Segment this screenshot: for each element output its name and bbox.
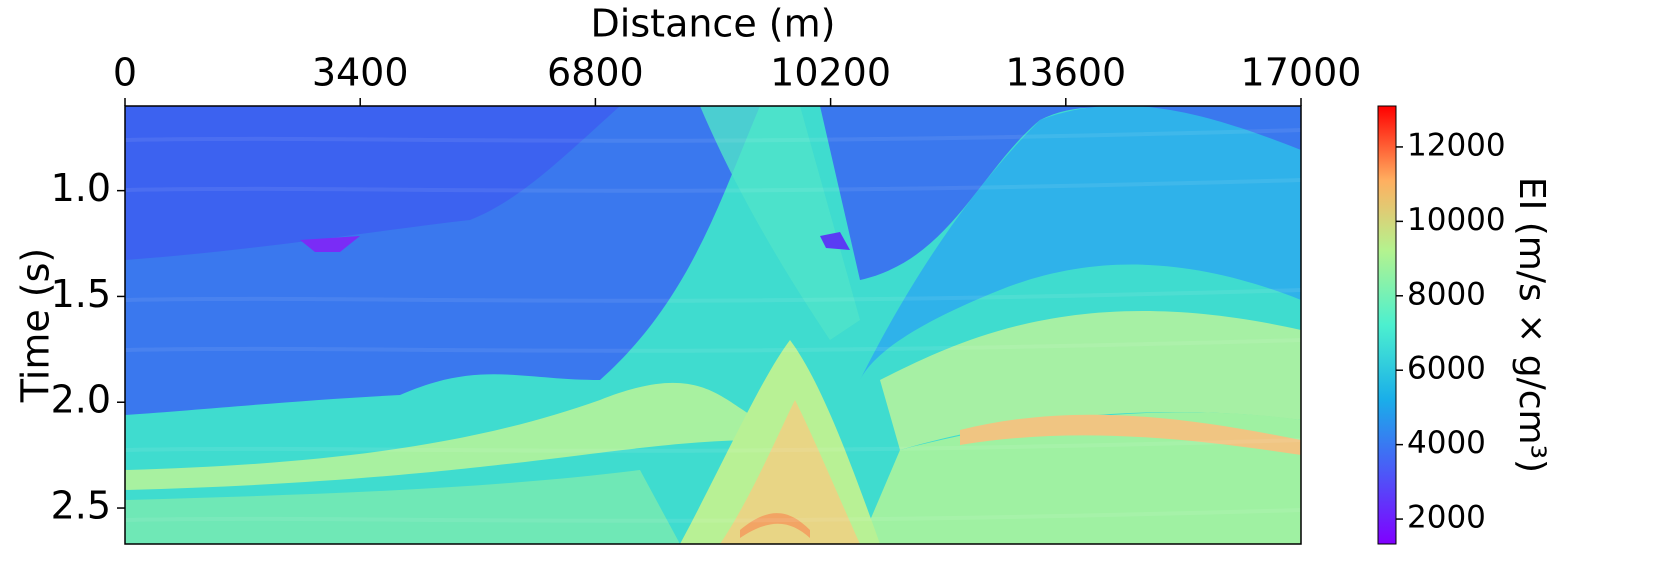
colorbar-tick-label: 2000 (1407, 500, 1486, 536)
x-tick-label: 6800 (547, 51, 644, 95)
colorbar-tick-label: 4000 (1407, 425, 1486, 461)
x-tick-label: 10200 (770, 51, 891, 95)
y-tick-label: 1.5 (51, 272, 111, 316)
y-axis-label: Time (s) (14, 248, 58, 404)
x-tick-label: 13600 (1005, 51, 1126, 95)
colorbar-label: EI (m/s × g/cm³) (1511, 177, 1552, 473)
x-tick-label: 17000 (1241, 51, 1362, 95)
plot-frame (124, 105, 1302, 545)
y-tick-label: 2.5 (51, 484, 111, 528)
colorbar-tick-label: 8000 (1407, 276, 1486, 312)
colorbar-tick-label: 10000 (1407, 202, 1506, 238)
y-tick-label: 1.0 (51, 166, 111, 210)
y-tick-label: 2.0 (51, 378, 111, 422)
x-axis-label: Distance (m) (591, 2, 836, 46)
colorbar (1377, 105, 1397, 545)
x-tick-label: 3400 (312, 51, 409, 95)
x-tick-label: 0 (113, 51, 137, 95)
colorbar-tick-label: 12000 (1407, 127, 1506, 163)
colorbar-tick-label: 6000 (1407, 351, 1486, 387)
seismic-image (125, 106, 1301, 544)
